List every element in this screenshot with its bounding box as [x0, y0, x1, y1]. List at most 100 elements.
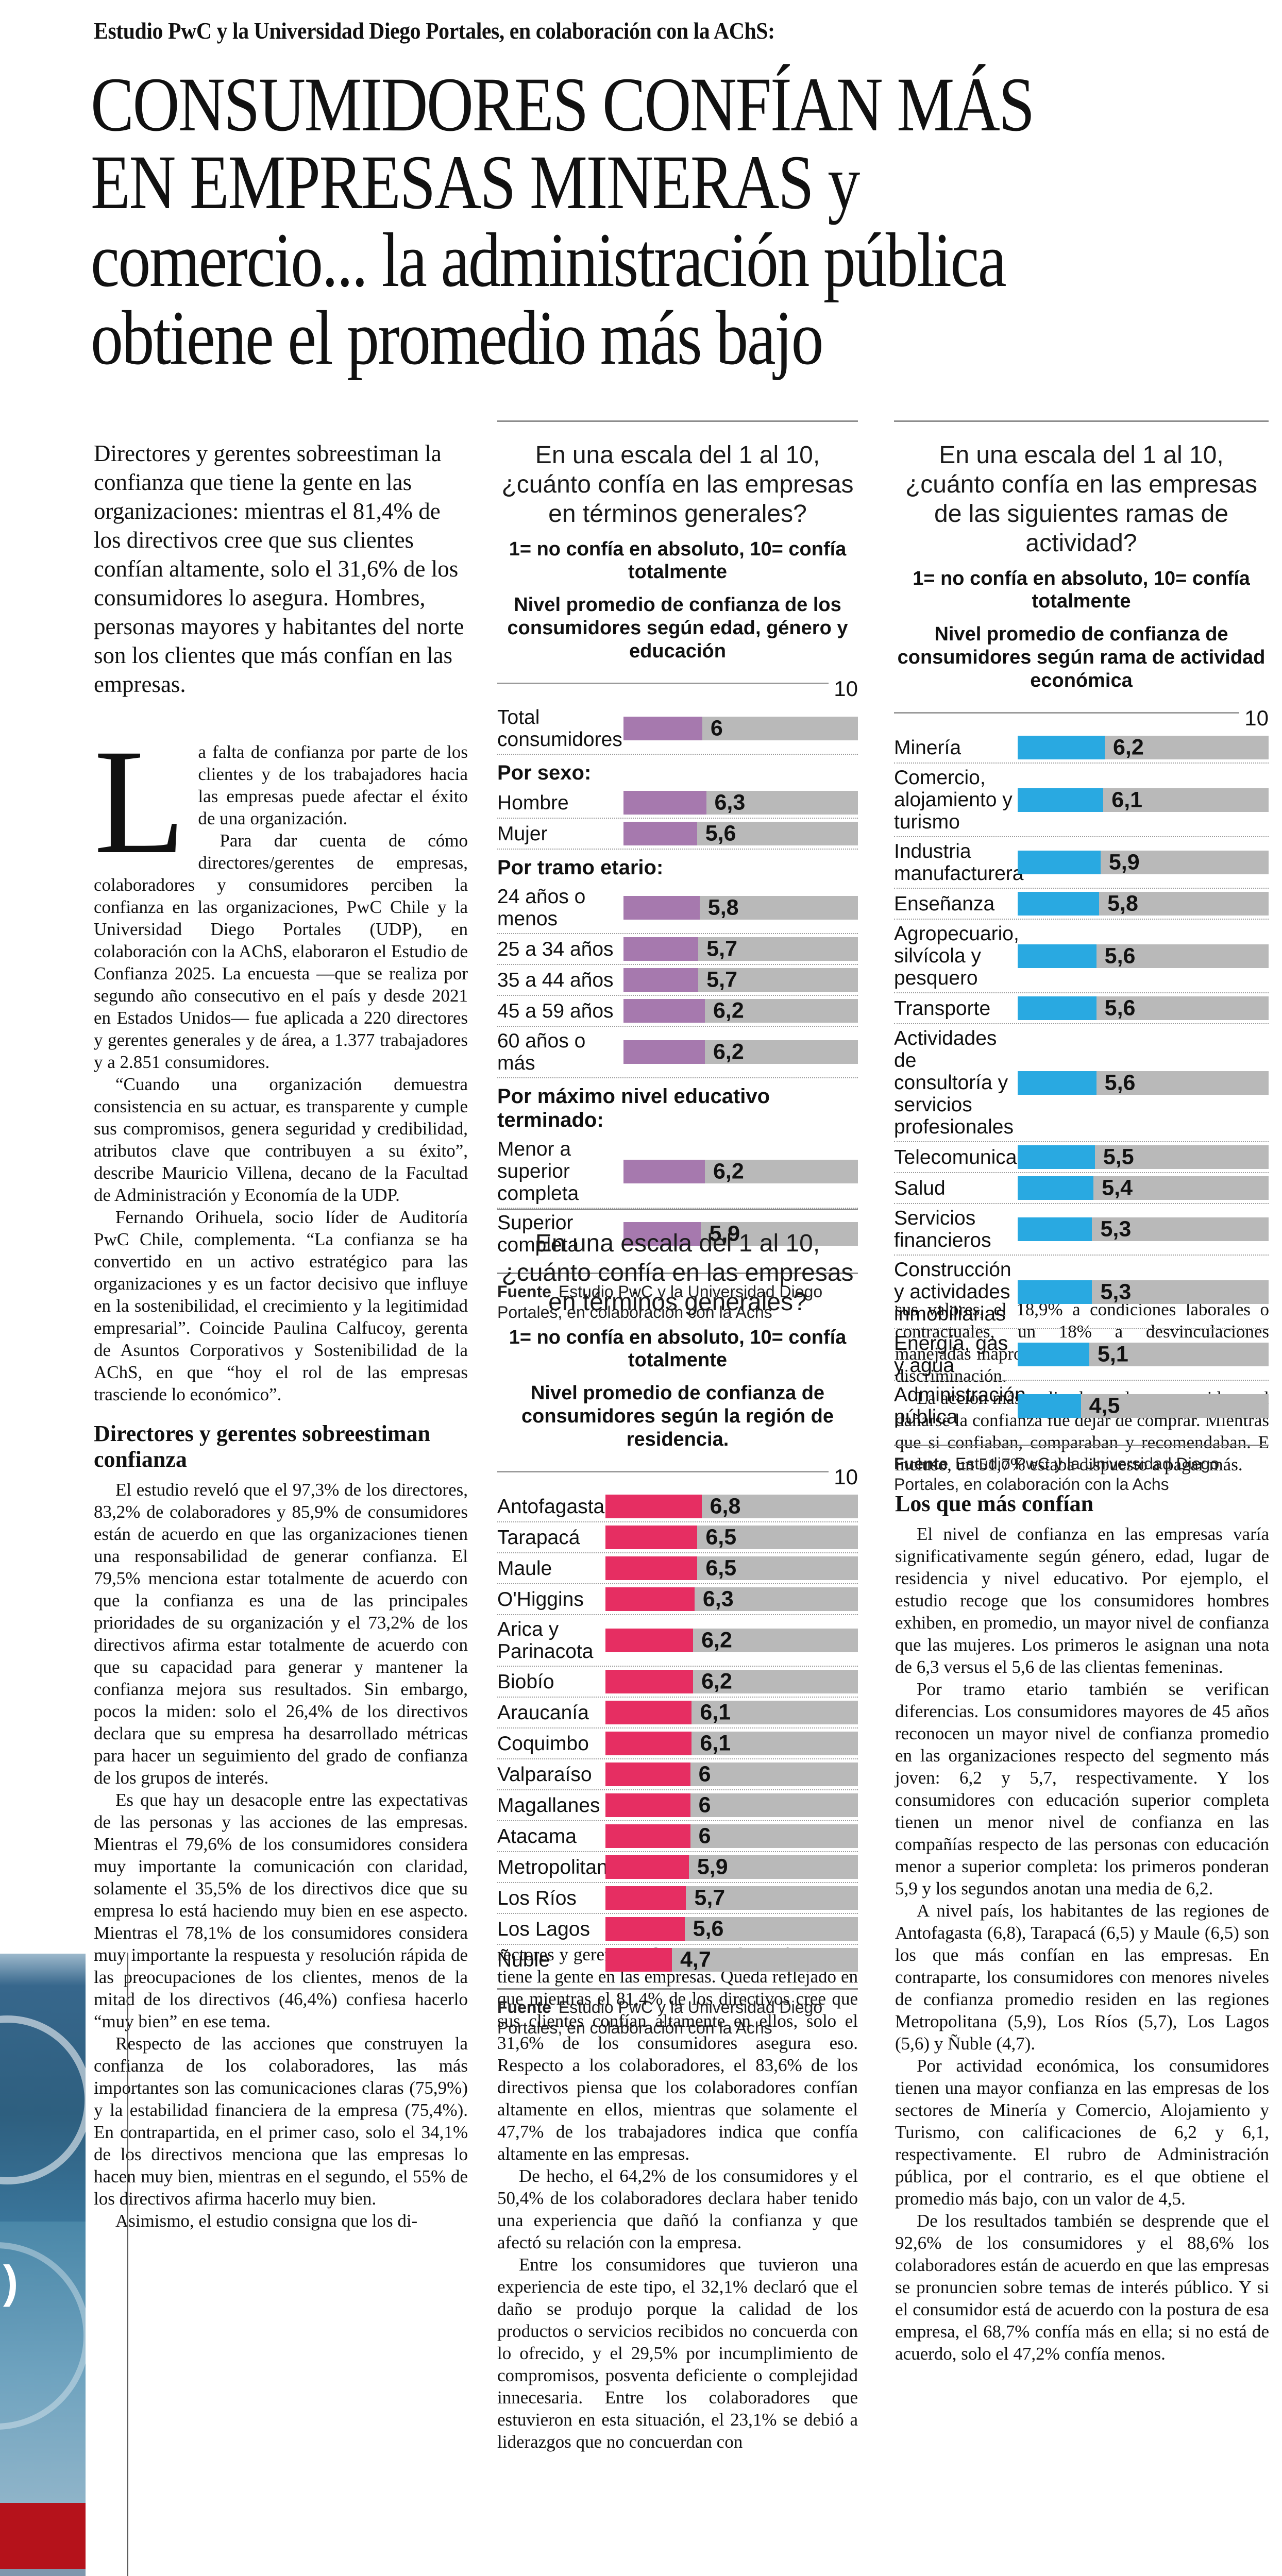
- chart-bar-row: Salud 5,4: [894, 1173, 1269, 1204]
- article-paragraph: El nivel de confianza en las empresas va…: [895, 1524, 1269, 1677]
- bar-track: 4,7: [605, 1947, 858, 1972]
- bar-value-label: 6: [698, 1761, 711, 1787]
- bar-fill: [1017, 1145, 1095, 1169]
- bar-fill: [605, 1917, 685, 1941]
- axis-max-label: 10: [834, 1465, 858, 1489]
- bar-category-label: Maule: [497, 1557, 552, 1580]
- bar-track: 5,8: [623, 895, 858, 920]
- bar-value-label: 6,1: [700, 1700, 731, 1725]
- bar-value-label: 5,7: [706, 936, 738, 961]
- bar-value-label: 6: [698, 1823, 711, 1849]
- chart-axis: 10: [894, 706, 1269, 731]
- bar-value-label: 6,2: [713, 998, 744, 1023]
- chart-bar-row: 35 a 44 años 5,7: [497, 965, 858, 996]
- bar-fill: [1017, 736, 1105, 759]
- bar-value-label: 5,6: [1104, 995, 1136, 1021]
- bar-value-label: 6,2: [713, 1039, 744, 1064]
- bar-value-label: 6,8: [710, 1494, 741, 1519]
- chart-subtitle: Nivel promedio de confianza de consumido…: [897, 623, 1266, 691]
- source-label: Fuente: [497, 1282, 551, 1301]
- drop-cap: L: [94, 719, 186, 885]
- bar-track: 6: [605, 1793, 858, 1818]
- bar-fill: [605, 1670, 694, 1693]
- bar-fill: [605, 1587, 695, 1611]
- bar-value-label: 4,7: [680, 1947, 711, 1972]
- source-label: Fuente: [497, 1998, 551, 2016]
- bar-track: 6,1: [605, 1700, 858, 1725]
- chart-bar-row: Superior completa 5,9: [497, 1209, 858, 1259]
- bar-track: 5,5: [1017, 1145, 1269, 1170]
- bar-category-label: Menor a superior completa: [497, 1138, 579, 1205]
- bar-category-label: O'Higgins: [497, 1588, 584, 1611]
- bar-category-label: Minería: [894, 736, 962, 759]
- bar-track: 5,7: [623, 968, 858, 992]
- article-paragraph: Asimismo, el estudio consigna que los di…: [115, 2211, 418, 2231]
- bar-category-label: Construcción y actividades inmobiliarias: [894, 1259, 1011, 1325]
- bar-fill: [605, 1886, 686, 1910]
- article-column-middle: rectores y gerentes sobreestiman la conf…: [497, 1943, 858, 2453]
- chart-bar-row: Menor a superior completa 6,2: [497, 1135, 858, 1209]
- bar-track: 6,3: [623, 790, 858, 815]
- chart-bar-row: O'Higgins 6,3: [497, 1584, 858, 1615]
- chart-bar-row: Tarapacá 6,5: [497, 1522, 858, 1553]
- article-paragraph: Por tramo etario también se verifican di…: [895, 1679, 1269, 1899]
- article-paragraph: Por actividad económica, los consumidore…: [895, 2056, 1269, 2209]
- bar-fill: [623, 937, 699, 961]
- bar-value-label: 5,7: [694, 1885, 726, 1910]
- bar-track: 5,6: [1017, 943, 1269, 968]
- bar-category-label: 24 años o menos: [497, 886, 586, 930]
- chart-bar-row: Atacama 6: [497, 1821, 858, 1852]
- bar-value-label: 5,8: [707, 895, 739, 920]
- bar-value-label: 5,6: [1104, 943, 1136, 968]
- chart-bar-row: 45 a 59 años 6,2: [497, 996, 858, 1027]
- chart-bar-row: Total consumidores 6: [497, 703, 858, 755]
- chart-bar-row: Ñuble 4,7: [497, 1945, 858, 1975]
- axis-line: [497, 1471, 829, 1472]
- bar-track: 6,1: [1017, 787, 1269, 812]
- chart-bar-row: Transporte 5,6: [894, 993, 1269, 1024]
- article-paragraph: Entre los consumidores que tuvieron una …: [497, 2255, 858, 2452]
- article-paragraph: De los resultados también se desprende q…: [895, 2211, 1269, 2364]
- kicker: Estudio PwC y la Universidad Diego Porta…: [94, 18, 775, 44]
- bar-fill: [1017, 892, 1100, 916]
- bar-track: 6,2: [1017, 735, 1269, 760]
- axis-max-label: 10: [1244, 706, 1269, 730]
- bar-value-label: 5,3: [1100, 1279, 1132, 1304]
- bar-fill: [605, 1855, 689, 1879]
- chart-confidence-industries: En una escala del 1 al 10, ¿cuánto confí…: [894, 420, 1269, 1495]
- chart-group-label: Por sexo:: [497, 761, 592, 784]
- bar-category-label: Tarapacá: [497, 1526, 580, 1549]
- bar-fill: [623, 968, 699, 992]
- chart-group-label: Por máximo nivel educativo terminado:: [497, 1085, 770, 1131]
- bar-track: 5,9: [623, 1222, 858, 1246]
- bar-fill: [623, 1222, 701, 1246]
- bar-fill: [605, 1526, 698, 1549]
- headline-line: EN EMPRESAS MINERAS y: [91, 140, 860, 225]
- bar-track: 6,8: [605, 1494, 858, 1519]
- chart-scale-note: 1= no confía en absoluto, 10= confía tot…: [913, 568, 1250, 612]
- bar-value-label: 6,5: [705, 1555, 737, 1581]
- chart-rows: Antofagasta 6,8 Tarapacá 6,5 Maule 6,5 O'Higgi…: [497, 1492, 858, 1975]
- article-paragraph: rectores y gerentes sobreestiman la conf…: [497, 1944, 858, 2164]
- bar-track: 5,6: [623, 821, 858, 846]
- bar-category-label: Valparaíso: [497, 1763, 592, 1786]
- headline-line: CONSUMIDORES CONFÍAN MÁS: [91, 62, 1035, 147]
- chart-bar-row: Biobío 6,2: [497, 1667, 858, 1698]
- chart-confidence-demographics: En una escala del 1 al 10, ¿cuánto confí…: [497, 420, 858, 1323]
- column-divider-rule: [127, 1953, 128, 2576]
- bar-value-label: 5,7: [706, 967, 738, 992]
- bar-category-label: Ñuble: [497, 1948, 550, 1971]
- article-paragraph: A nivel país, los habitantes de las regi…: [895, 1901, 1269, 2054]
- headline-line: obtiene el promedio más bajo: [91, 295, 824, 381]
- chart-axis: 10: [497, 676, 858, 701]
- chart-group-label: Por tramo etario:: [497, 856, 664, 879]
- bar-value-label: 6: [710, 716, 723, 741]
- chart-title: En una escala del 1 al 10, ¿cuánto confí…: [905, 442, 1258, 557]
- bar-category-label: Agropecuario, silvícola y pesquero: [894, 923, 1019, 989]
- bar-track: 6,2: [605, 1628, 858, 1653]
- bar-track: 4,5: [1017, 1394, 1269, 1418]
- bar-value-label: 6,3: [702, 1586, 734, 1612]
- bar-category-label: Salud: [894, 1177, 946, 1199]
- chart-bar-row: Construcción y actividades inmobiliarias…: [894, 1256, 1269, 1329]
